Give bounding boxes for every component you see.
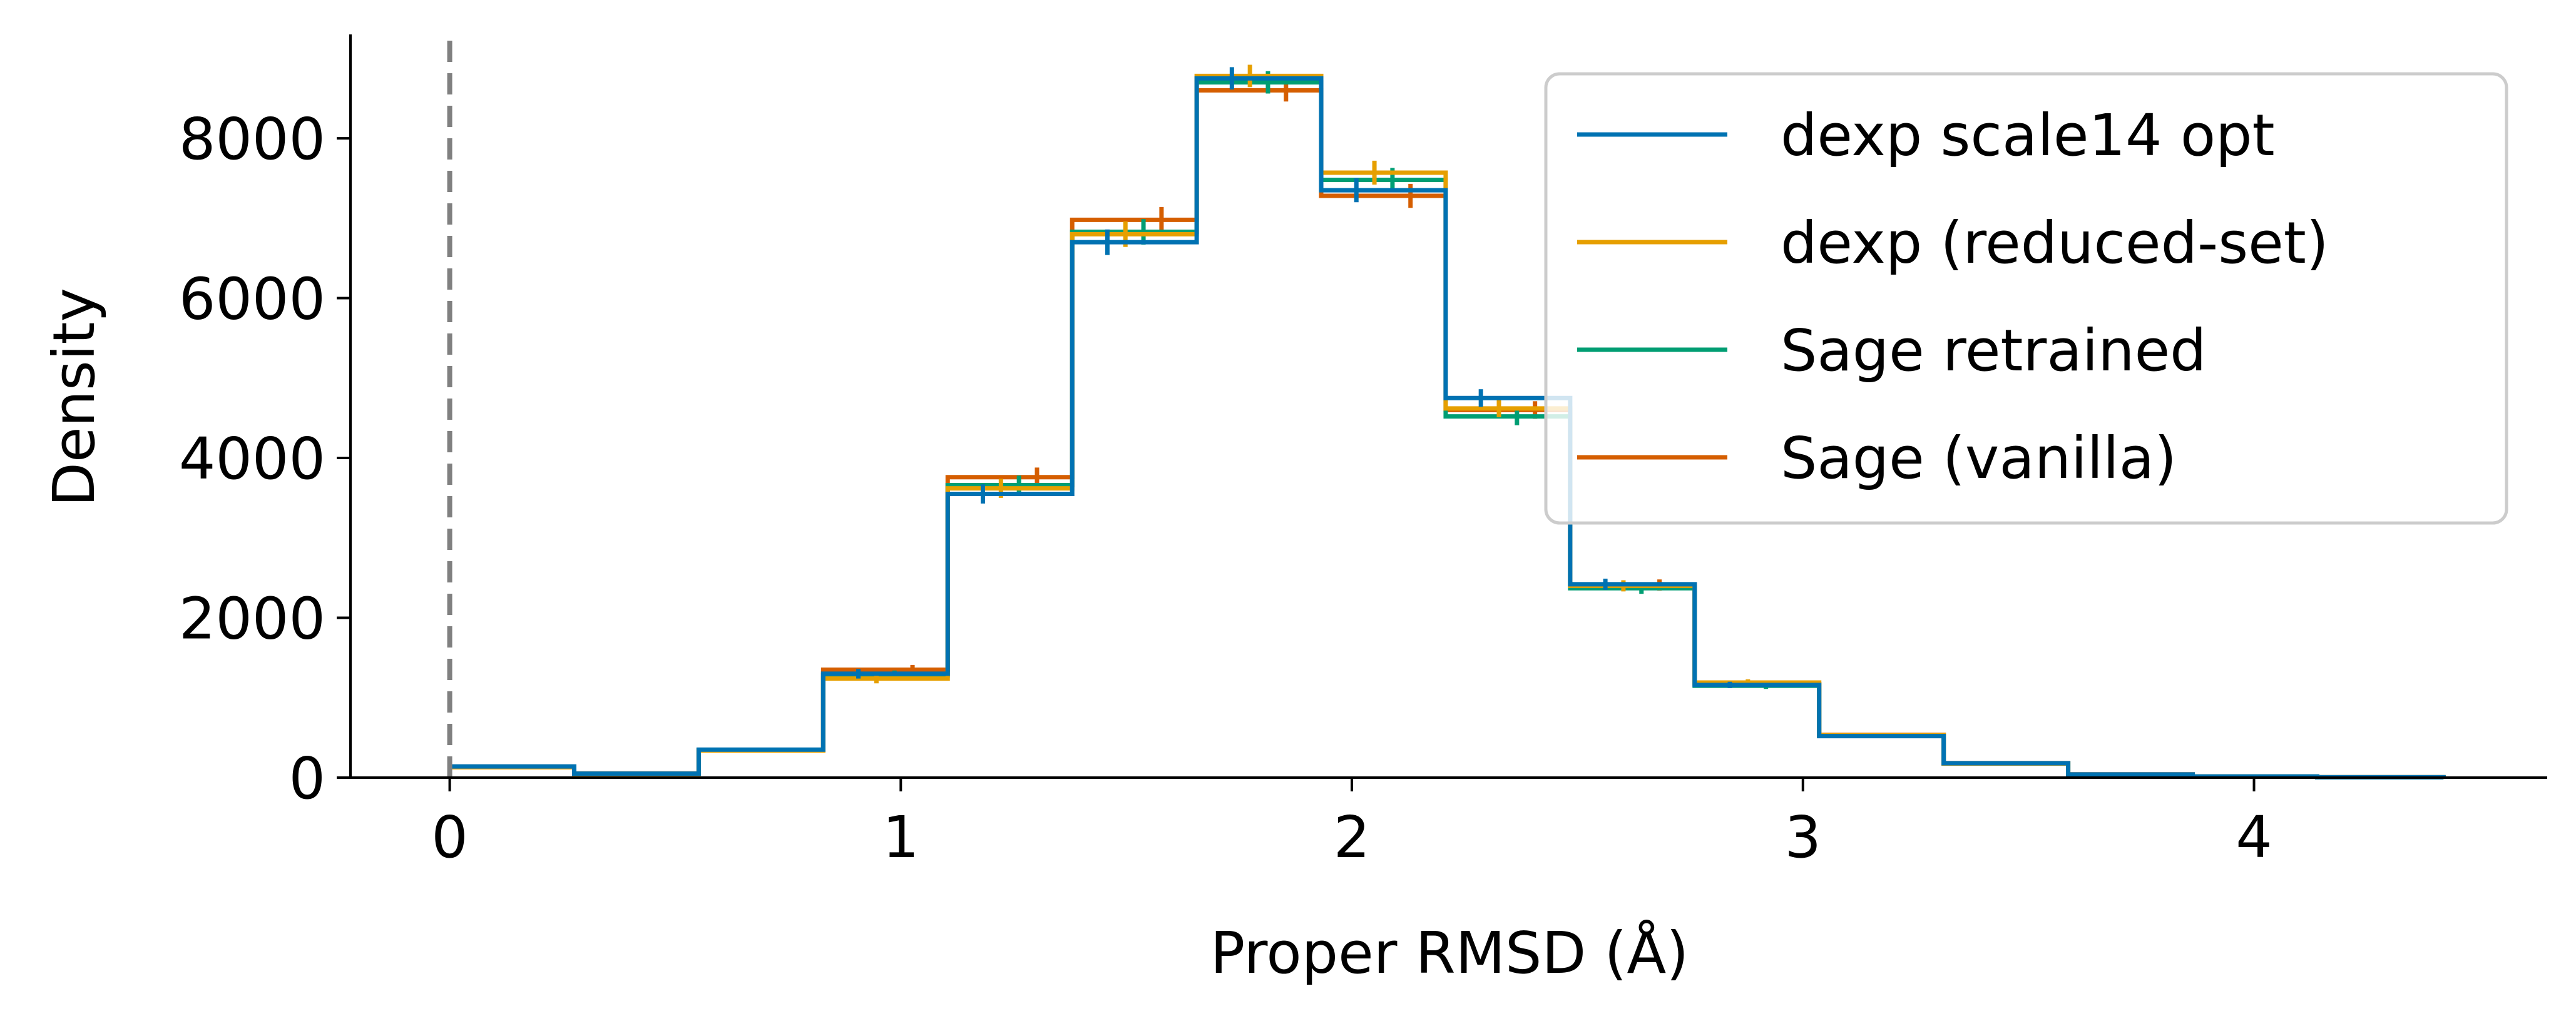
legend-item: Sage retrained — [1577, 317, 2207, 384]
y-tick-label: 6000 — [179, 266, 325, 333]
x-tick-label: 4 — [2236, 804, 2272, 871]
series-0 — [447, 67, 2446, 780]
legend: dexp scale14 opt dexp (reduced-set) Sage r… — [1544, 72, 2508, 525]
legend-item: dexp (reduced-set) — [1577, 210, 2329, 277]
series-layer — [447, 64, 2446, 780]
legend-frame — [1544, 72, 2508, 525]
x-tick-label: 1 — [882, 804, 919, 871]
x-tick-label: 3 — [1785, 804, 1822, 871]
legend-item: dexp scale14 opt — [1577, 102, 2275, 169]
legend-label: Sage (vanilla) — [1781, 425, 2177, 492]
series-step-line — [447, 76, 2446, 780]
legend-label: dexp (reduced-set) — [1781, 210, 2329, 277]
legend-item: Sage (vanilla) — [1577, 425, 2177, 492]
y-tick-label: 4000 — [179, 425, 325, 492]
x-tick-label: 0 — [431, 804, 468, 871]
x-axis-label: Proper RMSD (Å) — [1210, 919, 1689, 987]
y-axis-label: Density — [41, 288, 108, 507]
x-axis-ticks: 0 1 2 3 4 — [431, 778, 2272, 871]
axes-layer — [349, 34, 2547, 779]
y-tick-label: 0 — [289, 745, 325, 812]
x-tick-label: 2 — [1334, 804, 1371, 871]
legend-items: dexp scale14 opt dexp (reduced-set) Sage r… — [1577, 102, 2329, 492]
legend-label: Sage retrained — [1781, 317, 2207, 384]
y-axis-ticks: 0 2000 4000 6000 8000 — [179, 106, 350, 812]
legend-label: dexp scale14 opt — [1781, 102, 2275, 169]
y-tick-label: 8000 — [179, 106, 325, 173]
y-tick-label: 2000 — [179, 586, 325, 653]
